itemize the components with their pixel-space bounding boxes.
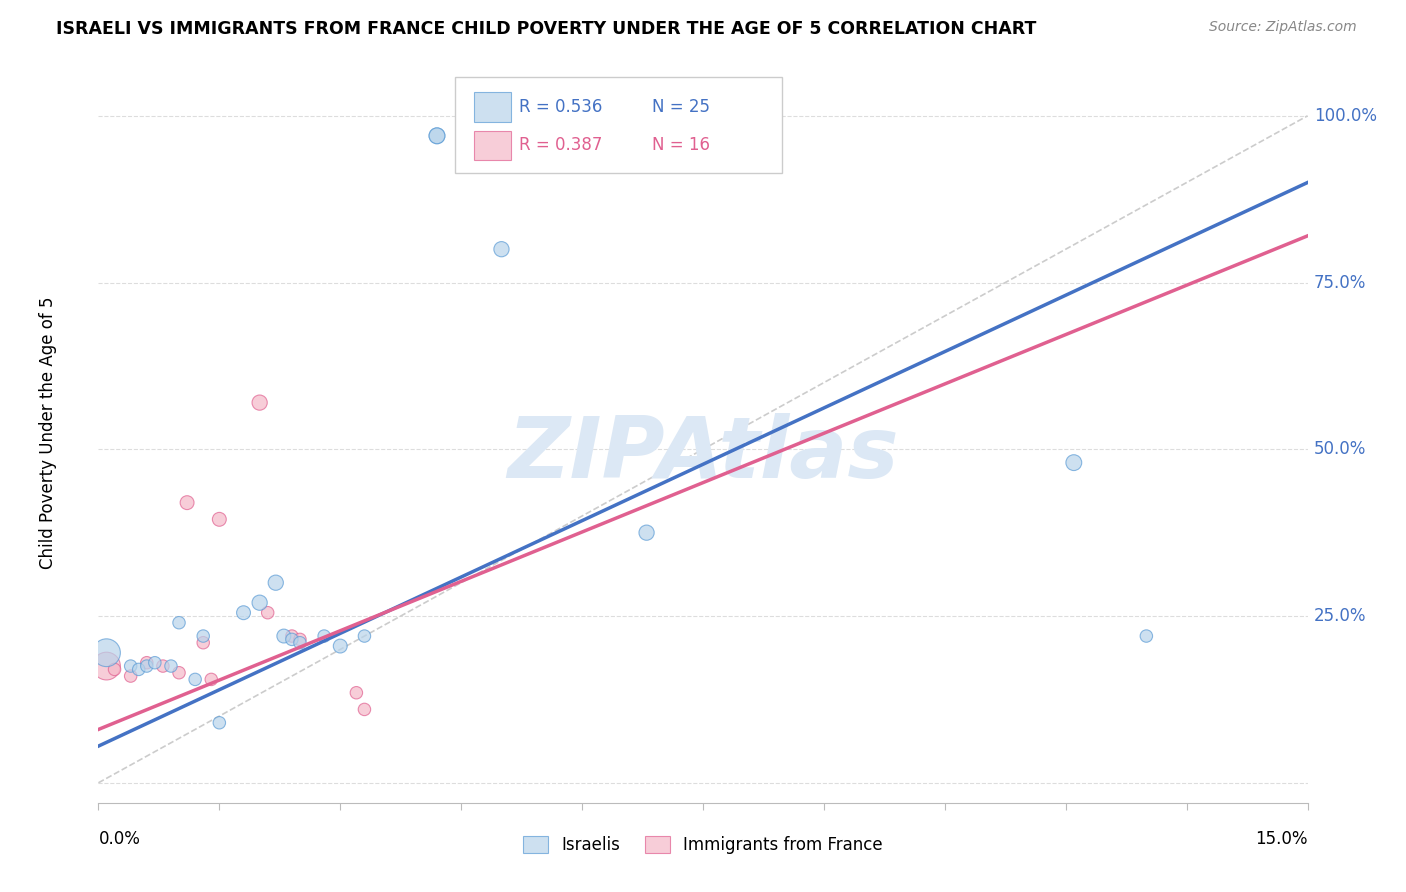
Point bbox=[491, 242, 513, 256]
Point bbox=[160, 659, 183, 673]
Text: ISRAELI VS IMMIGRANTS FROM FRANCE CHILD POVERTY UNDER THE AGE OF 5 CORRELATION C: ISRAELI VS IMMIGRANTS FROM FRANCE CHILD … bbox=[56, 20, 1036, 37]
Text: R = 0.387: R = 0.387 bbox=[519, 136, 603, 154]
Point bbox=[135, 656, 157, 670]
Point bbox=[208, 715, 231, 730]
Point bbox=[176, 496, 198, 510]
Text: Source: ZipAtlas.com: Source: ZipAtlas.com bbox=[1209, 20, 1357, 34]
Point bbox=[103, 662, 125, 676]
Point bbox=[120, 659, 142, 673]
Legend: Israelis, Immigrants from France: Israelis, Immigrants from France bbox=[516, 830, 890, 861]
Point bbox=[152, 659, 174, 673]
Point bbox=[426, 128, 449, 143]
Text: N = 16: N = 16 bbox=[652, 136, 710, 154]
Point bbox=[96, 659, 118, 673]
FancyBboxPatch shape bbox=[474, 92, 510, 121]
Point bbox=[1135, 629, 1157, 643]
Text: 50.0%: 50.0% bbox=[1313, 441, 1367, 458]
Point bbox=[135, 659, 157, 673]
Point bbox=[426, 128, 449, 143]
Point bbox=[273, 629, 295, 643]
Point bbox=[184, 673, 207, 687]
Text: ZIPAtlas: ZIPAtlas bbox=[508, 413, 898, 496]
Text: N = 25: N = 25 bbox=[652, 98, 710, 116]
Point bbox=[256, 606, 278, 620]
Point bbox=[120, 669, 142, 683]
Text: 15.0%: 15.0% bbox=[1256, 830, 1308, 847]
Point bbox=[96, 646, 118, 660]
Text: Child Poverty Under the Age of 5: Child Poverty Under the Age of 5 bbox=[38, 296, 56, 569]
Point bbox=[128, 662, 150, 676]
FancyBboxPatch shape bbox=[474, 130, 510, 161]
Point bbox=[200, 673, 222, 687]
Point bbox=[314, 629, 336, 643]
Point bbox=[143, 656, 166, 670]
Point bbox=[193, 636, 215, 650]
Point bbox=[1063, 456, 1085, 470]
Point bbox=[232, 606, 254, 620]
Text: R = 0.536: R = 0.536 bbox=[519, 98, 603, 116]
Point bbox=[329, 639, 352, 653]
Point bbox=[193, 629, 215, 643]
Point bbox=[208, 512, 231, 526]
FancyBboxPatch shape bbox=[456, 78, 782, 173]
Point bbox=[167, 615, 190, 630]
Point bbox=[249, 596, 271, 610]
Point bbox=[344, 686, 367, 700]
Point bbox=[264, 575, 287, 590]
Point bbox=[167, 665, 190, 680]
Text: 100.0%: 100.0% bbox=[1313, 107, 1376, 125]
Point bbox=[249, 395, 271, 409]
Text: 25.0%: 25.0% bbox=[1313, 607, 1367, 625]
Point bbox=[288, 636, 311, 650]
Text: 75.0%: 75.0% bbox=[1313, 274, 1367, 292]
Point bbox=[288, 632, 311, 647]
Point bbox=[281, 629, 304, 643]
Point bbox=[353, 702, 375, 716]
Point bbox=[353, 629, 375, 643]
Point bbox=[636, 525, 658, 540]
Point bbox=[281, 632, 304, 647]
Text: 0.0%: 0.0% bbox=[98, 830, 141, 847]
